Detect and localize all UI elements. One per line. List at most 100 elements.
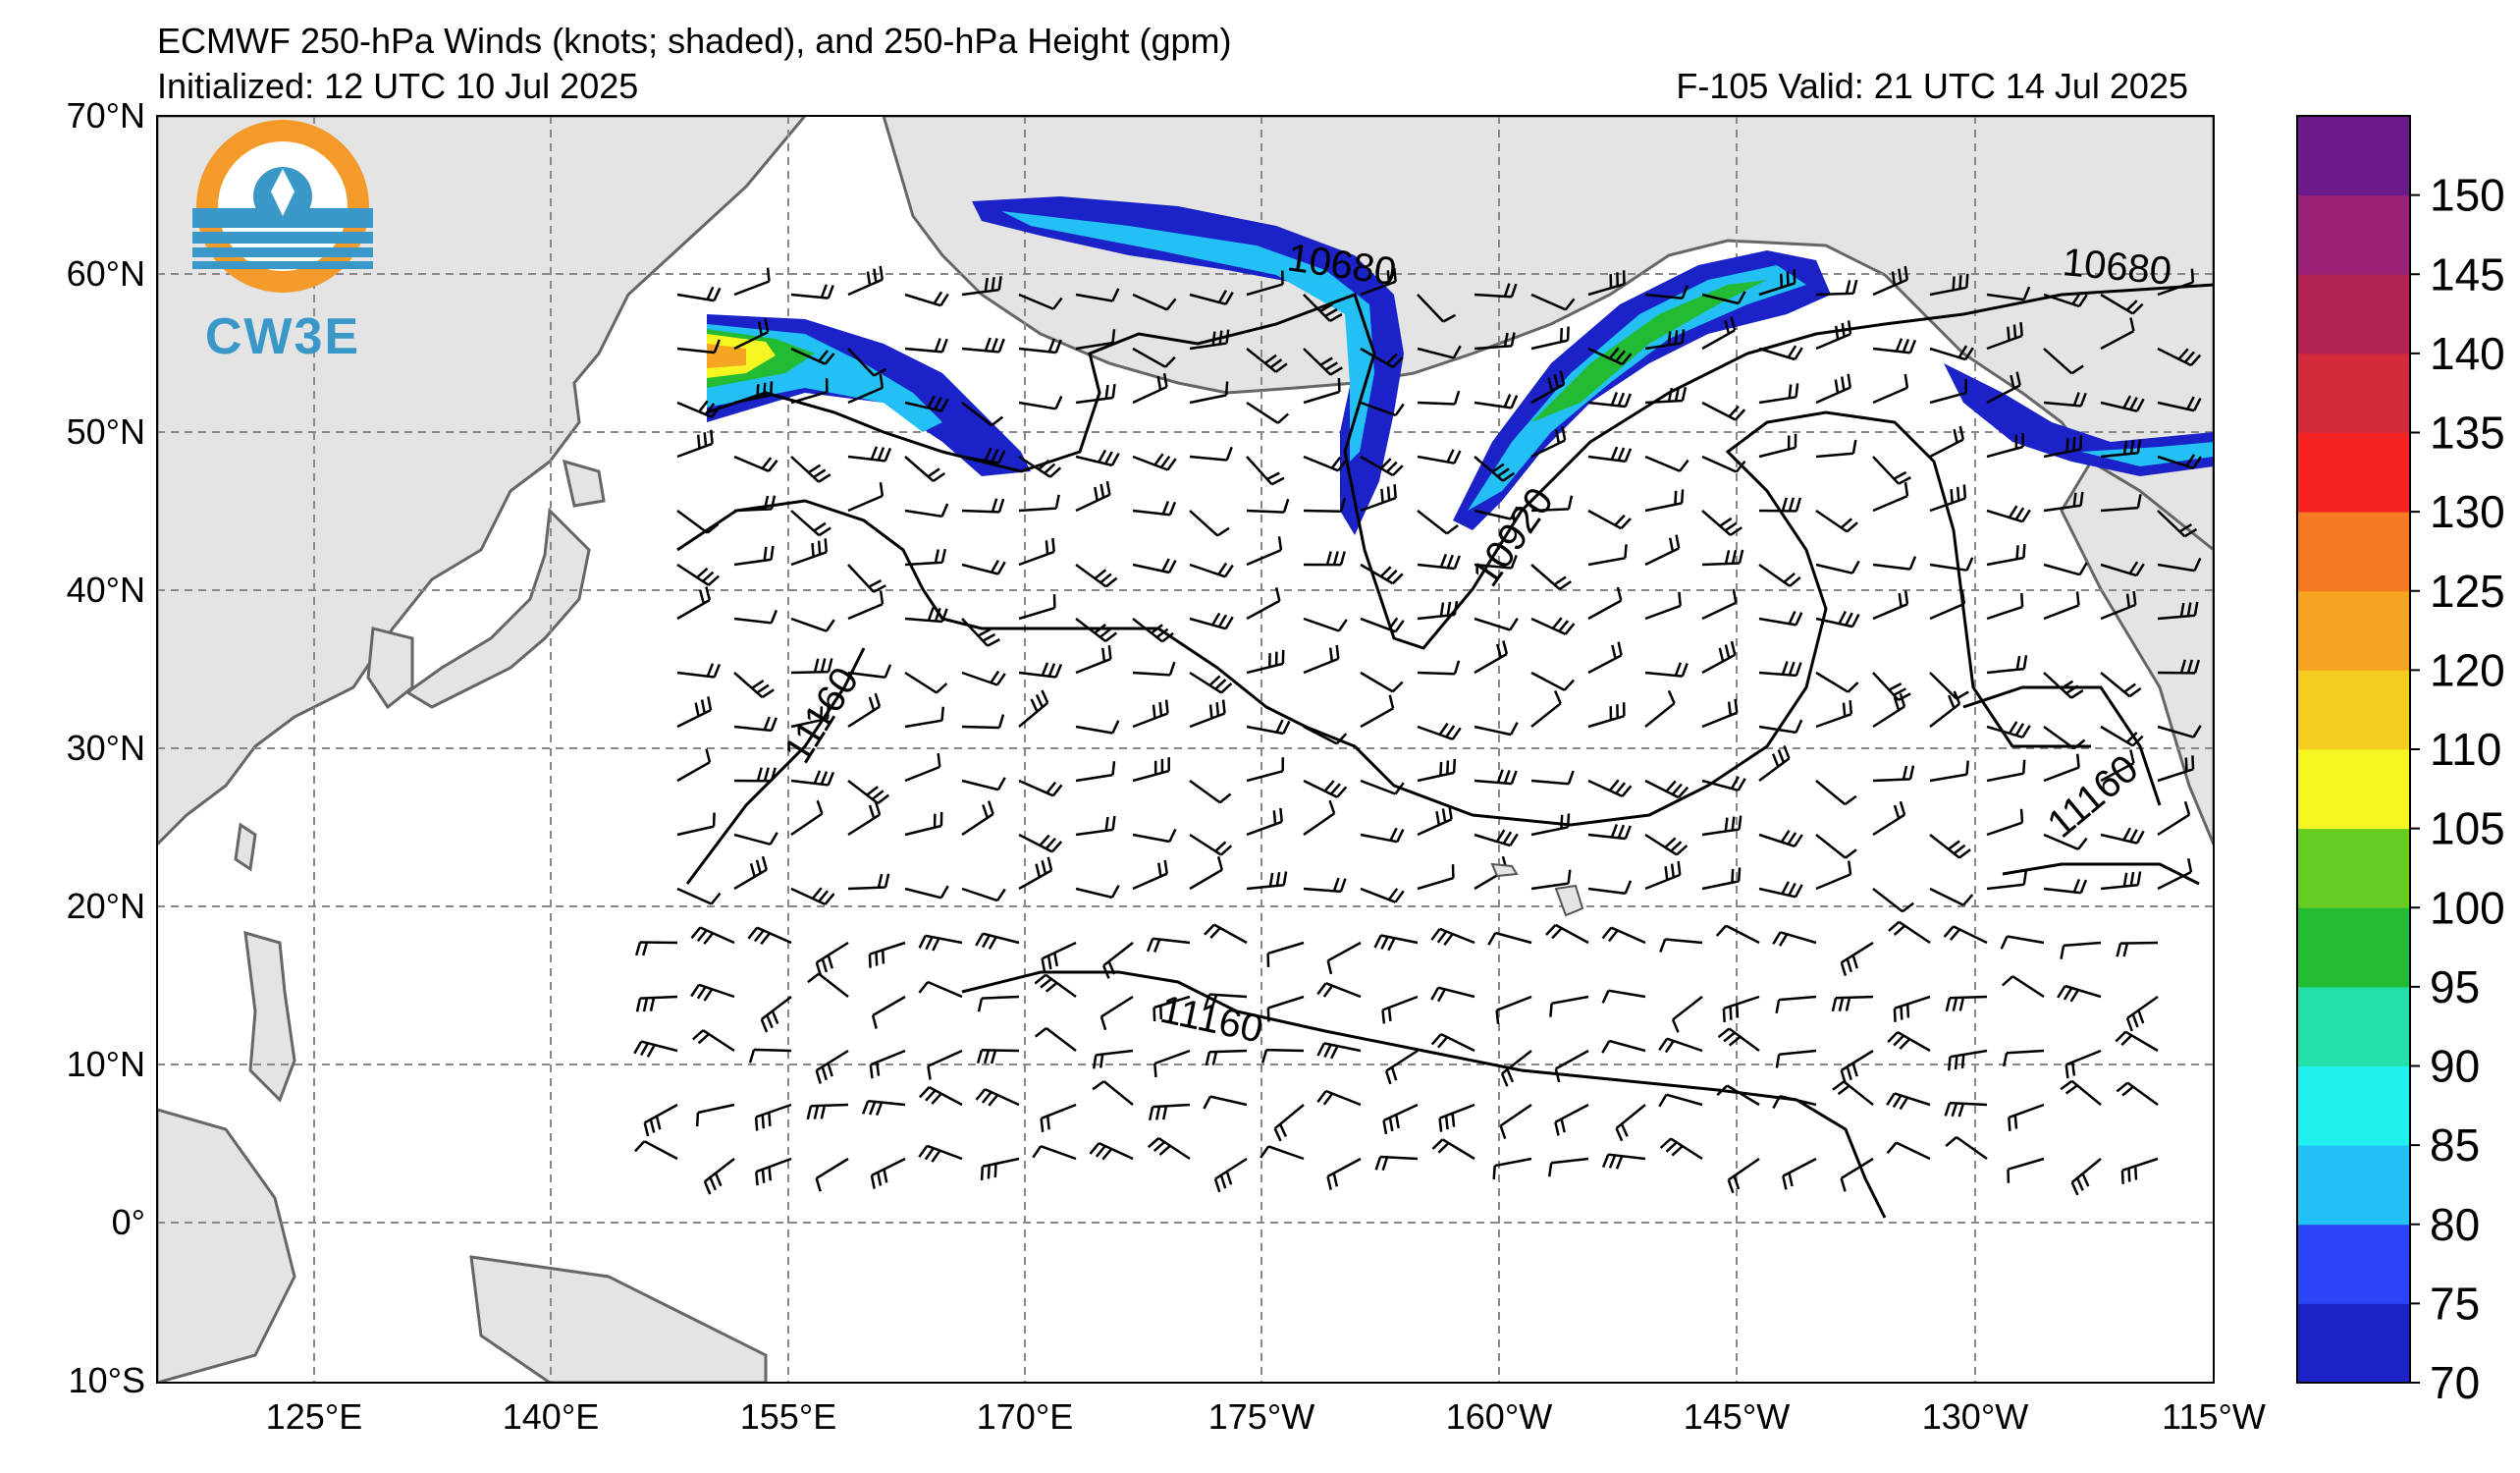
wind-barb xyxy=(1815,860,1852,891)
wind-barb xyxy=(676,286,722,302)
wind-barb xyxy=(1018,689,1049,728)
wind-barb xyxy=(1246,807,1283,837)
wind-barb xyxy=(1644,662,1689,678)
wind-barb xyxy=(961,559,1006,575)
colorbar-bin xyxy=(2297,1303,2410,1384)
wind-barb xyxy=(1815,320,1852,351)
wind-barb xyxy=(1530,495,1574,513)
wind-barb xyxy=(1601,989,1646,1004)
wind-barb xyxy=(676,429,714,459)
wind-barb xyxy=(633,1140,678,1161)
hawaii-islands xyxy=(1490,862,1584,917)
wind-barb xyxy=(1772,931,1817,947)
graticule xyxy=(157,116,2214,1383)
wind-barb xyxy=(1701,588,1738,621)
wind-barb xyxy=(2157,659,2201,675)
colorbar-bin xyxy=(2297,432,2410,513)
wind-barb xyxy=(1246,348,1288,373)
wind-barb xyxy=(1246,498,1290,514)
wind-barb xyxy=(1758,881,1803,899)
wind-barb xyxy=(2157,347,2202,367)
wind-barb xyxy=(927,1049,963,1080)
wind-barb xyxy=(790,284,834,300)
svg-text:10°N: 10°N xyxy=(67,1044,145,1084)
wind-barb xyxy=(1018,293,1063,310)
wind-barb xyxy=(961,670,1006,686)
wind-barb xyxy=(1530,293,1576,311)
wind-barb xyxy=(2043,435,2083,459)
wind-barb xyxy=(2100,725,2144,747)
wind-barb xyxy=(1815,671,1859,693)
wind-barb xyxy=(904,706,945,729)
wind-barb xyxy=(904,752,941,783)
wind-barb xyxy=(1374,1155,1419,1172)
wind-barb xyxy=(1303,617,1348,632)
wind-barb xyxy=(1758,744,1791,783)
wind-barb xyxy=(1499,1103,1532,1140)
colorbar-bin xyxy=(2297,353,2410,433)
wind-barb xyxy=(2100,590,2137,621)
colorbar-label: 95 xyxy=(2430,961,2480,1012)
svg-text:115°W: 115°W xyxy=(2162,1396,2266,1437)
wind-barb xyxy=(1303,779,1348,798)
wind-barb xyxy=(1530,370,1566,405)
wind-barb xyxy=(790,799,824,837)
wind-barb xyxy=(1417,345,1462,359)
wind-barb xyxy=(1530,813,1571,837)
wind-barb xyxy=(1530,326,1570,351)
svg-text:155°E: 155°E xyxy=(740,1396,836,1437)
lon-axis: 125°E 140°E 155°E 170°E 175°W 160°W 145°… xyxy=(266,1396,2266,1437)
wind-barb xyxy=(1758,830,1803,847)
wind-barb xyxy=(634,941,678,956)
wind-barb xyxy=(2043,591,2080,621)
colorbar-bin xyxy=(2297,512,2410,592)
wind-barb xyxy=(2043,672,2084,699)
wind-barb xyxy=(1929,834,1971,859)
wind-barb xyxy=(904,548,947,567)
wind-barb xyxy=(961,276,1002,297)
wind-barb xyxy=(1530,770,1575,786)
colorbar-label: 105 xyxy=(2430,803,2505,854)
wind-barb xyxy=(1203,1095,1248,1110)
wind-barb xyxy=(2060,941,2102,959)
wind-barb xyxy=(691,1029,735,1053)
wind-barb xyxy=(1303,348,1343,376)
wind-barb xyxy=(2157,396,2202,412)
wind-barb xyxy=(1474,456,1516,482)
wind-barb xyxy=(1644,455,1689,472)
wind-barb xyxy=(1246,401,1290,424)
wind-barb xyxy=(1530,671,1576,691)
svg-text:170°E: 170°E xyxy=(977,1396,1073,1437)
wind-barb xyxy=(1727,1157,1760,1194)
wind-barb xyxy=(1417,864,1455,891)
wind-barb xyxy=(1032,1145,1077,1161)
wind-barb xyxy=(1986,544,2026,567)
wind-barb xyxy=(806,1103,849,1120)
wind-barb xyxy=(1701,510,1743,536)
wind-barb xyxy=(1716,1084,1760,1107)
wind-barb xyxy=(2064,1049,2102,1079)
wind-barb xyxy=(975,1088,1020,1107)
wind-barb xyxy=(1758,269,1796,297)
wind-barb xyxy=(733,267,771,297)
wind-barb xyxy=(2043,725,2086,750)
wind-barb xyxy=(1701,776,1746,792)
wind-barb xyxy=(1316,1089,1362,1107)
wind-barb xyxy=(1872,888,1914,913)
wind-barb xyxy=(2100,672,2142,698)
wind-barb xyxy=(1601,1153,1646,1170)
wind-barb xyxy=(1189,510,1230,537)
colorbar-bin xyxy=(2297,907,2410,988)
cw3e-logo: CW3E xyxy=(192,120,373,365)
colorbar-label: 135 xyxy=(2430,408,2505,459)
wind-barb xyxy=(2157,510,2198,538)
wind-barb xyxy=(1018,594,1056,621)
svg-text:50°N: 50°N xyxy=(67,411,145,452)
wind-barb xyxy=(1092,1080,1134,1106)
svg-text:125°E: 125°E xyxy=(266,1396,362,1437)
wind-barb xyxy=(1644,534,1681,567)
wind-barb xyxy=(1382,1103,1419,1135)
wind-barb xyxy=(733,767,777,783)
wind-barb xyxy=(1986,808,2024,837)
wind-barb xyxy=(904,395,949,412)
